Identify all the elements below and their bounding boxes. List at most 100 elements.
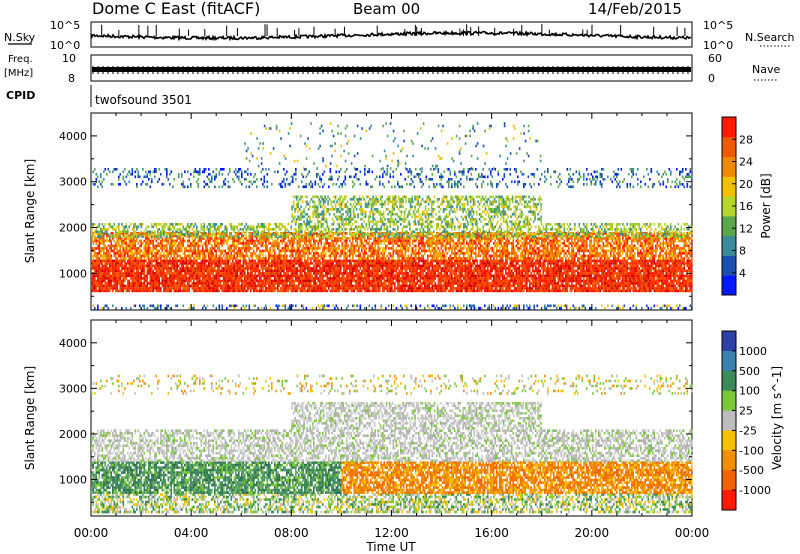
heatmap-cell bbox=[467, 279, 470, 283]
heatmap-cell bbox=[199, 274, 201, 278]
heatmap-cell bbox=[526, 277, 528, 280]
heatmap-cell bbox=[512, 267, 515, 270]
heatmap-cell bbox=[98, 267, 101, 270]
heatmap-cell bbox=[278, 279, 281, 283]
heatmap-cell bbox=[481, 279, 483, 283]
heatmap-cell bbox=[550, 289, 552, 293]
heatmap-cell bbox=[266, 279, 269, 283]
heatmap-cell bbox=[562, 277, 564, 280]
heatmap-cell bbox=[484, 279, 486, 283]
heatmap-cell bbox=[373, 277, 375, 280]
heatmap-cell bbox=[266, 272, 269, 275]
heatmap-cell bbox=[221, 287, 224, 290]
heatmap-cell bbox=[158, 304, 161, 308]
heatmap-cell bbox=[226, 307, 228, 310]
heatmap-cell bbox=[550, 259, 552, 263]
heatmap-cell bbox=[185, 279, 188, 283]
heatmap-cell bbox=[502, 267, 504, 270]
heatmap-cell bbox=[662, 274, 665, 278]
heatmap-cell bbox=[341, 287, 344, 290]
heatmap-cell bbox=[604, 277, 606, 280]
heatmap-cell bbox=[430, 269, 432, 273]
heatmap-cell bbox=[646, 264, 648, 268]
heatmap-cell bbox=[218, 272, 221, 275]
heatmap-cell bbox=[371, 289, 374, 293]
heatmap-cell bbox=[571, 269, 573, 273]
heatmap-cell bbox=[557, 282, 560, 285]
heatmap-cell bbox=[230, 264, 233, 268]
heatmap-cell bbox=[640, 264, 642, 268]
heatmap-cell bbox=[601, 259, 603, 263]
heatmap-cell bbox=[313, 279, 315, 283]
heatmap-cell bbox=[137, 259, 140, 263]
heatmap-cell bbox=[382, 282, 384, 285]
heatmap-cell bbox=[203, 289, 206, 293]
heatmap-cell bbox=[104, 282, 107, 285]
heatmap-cell bbox=[434, 277, 437, 280]
heatmap-cell bbox=[431, 304, 434, 308]
heatmap-cell bbox=[599, 264, 602, 268]
heatmap-cell bbox=[197, 284, 200, 288]
heatmap-cell bbox=[262, 282, 264, 285]
heatmap-cell bbox=[430, 289, 432, 293]
heatmap-cell bbox=[548, 269, 551, 273]
heatmap-cell bbox=[254, 272, 257, 275]
heatmap-cell bbox=[388, 262, 390, 265]
heatmap-cell bbox=[224, 279, 227, 283]
heatmap-cell bbox=[331, 277, 333, 280]
heatmap-cell bbox=[236, 287, 239, 290]
heatmap-cell bbox=[553, 264, 555, 268]
heatmap-cell bbox=[466, 264, 468, 268]
heatmap-cell bbox=[103, 259, 105, 263]
heatmap-cell bbox=[236, 284, 239, 288]
heatmap-cell bbox=[518, 277, 521, 280]
heatmap-cell bbox=[596, 259, 599, 263]
heatmap-cell bbox=[596, 267, 599, 270]
heatmap-cell bbox=[398, 277, 401, 280]
heatmap-cell bbox=[220, 272, 222, 275]
heatmap-cell bbox=[251, 279, 254, 283]
heatmap-cell bbox=[109, 272, 111, 275]
heatmap-cell bbox=[470, 289, 473, 293]
heatmap-cell bbox=[556, 307, 558, 310]
heatmap-cell bbox=[373, 282, 375, 285]
heatmap-cell bbox=[218, 264, 221, 268]
heatmap-cell bbox=[143, 304, 146, 308]
heatmap-cell bbox=[103, 289, 105, 293]
heatmap-cell bbox=[364, 287, 366, 290]
heatmap-cell bbox=[637, 274, 639, 278]
heatmap-cell bbox=[584, 272, 587, 275]
heatmap-cell bbox=[415, 267, 417, 270]
heatmap-cell bbox=[206, 259, 209, 263]
heatmap-cell bbox=[548, 304, 551, 308]
heatmap-cell bbox=[572, 259, 575, 263]
heatmap-cell bbox=[557, 284, 560, 288]
heatmap-cell bbox=[212, 284, 215, 288]
heatmap-cell bbox=[589, 289, 591, 293]
heatmap-cell bbox=[458, 284, 461, 288]
heatmap-cell bbox=[362, 269, 365, 273]
heatmap-cell bbox=[331, 284, 333, 288]
heatmap-cell bbox=[488, 289, 491, 293]
heatmap-cell bbox=[431, 272, 434, 275]
heatmap-cell bbox=[545, 287, 548, 290]
heatmap-cell bbox=[595, 284, 597, 288]
heatmap-cell bbox=[563, 284, 566, 288]
heatmap-cell bbox=[571, 262, 573, 265]
heatmap-cell bbox=[539, 282, 542, 285]
heatmap-cell bbox=[425, 267, 428, 270]
heatmap-cell bbox=[554, 304, 557, 308]
heatmap-cell bbox=[319, 272, 321, 275]
heatmap-cell bbox=[182, 287, 185, 290]
heatmap-cell bbox=[472, 289, 474, 293]
heatmap-cell bbox=[506, 282, 509, 285]
heatmap-cell bbox=[427, 267, 429, 270]
heatmap-cell bbox=[487, 277, 489, 280]
heatmap-cell bbox=[634, 279, 636, 283]
heatmap-cell bbox=[205, 264, 207, 268]
heatmap-cell bbox=[409, 267, 411, 270]
heatmap-cell bbox=[428, 277, 431, 280]
heatmap-cell bbox=[619, 272, 621, 275]
heatmap-cell bbox=[332, 284, 335, 288]
heatmap-cell bbox=[314, 262, 317, 265]
